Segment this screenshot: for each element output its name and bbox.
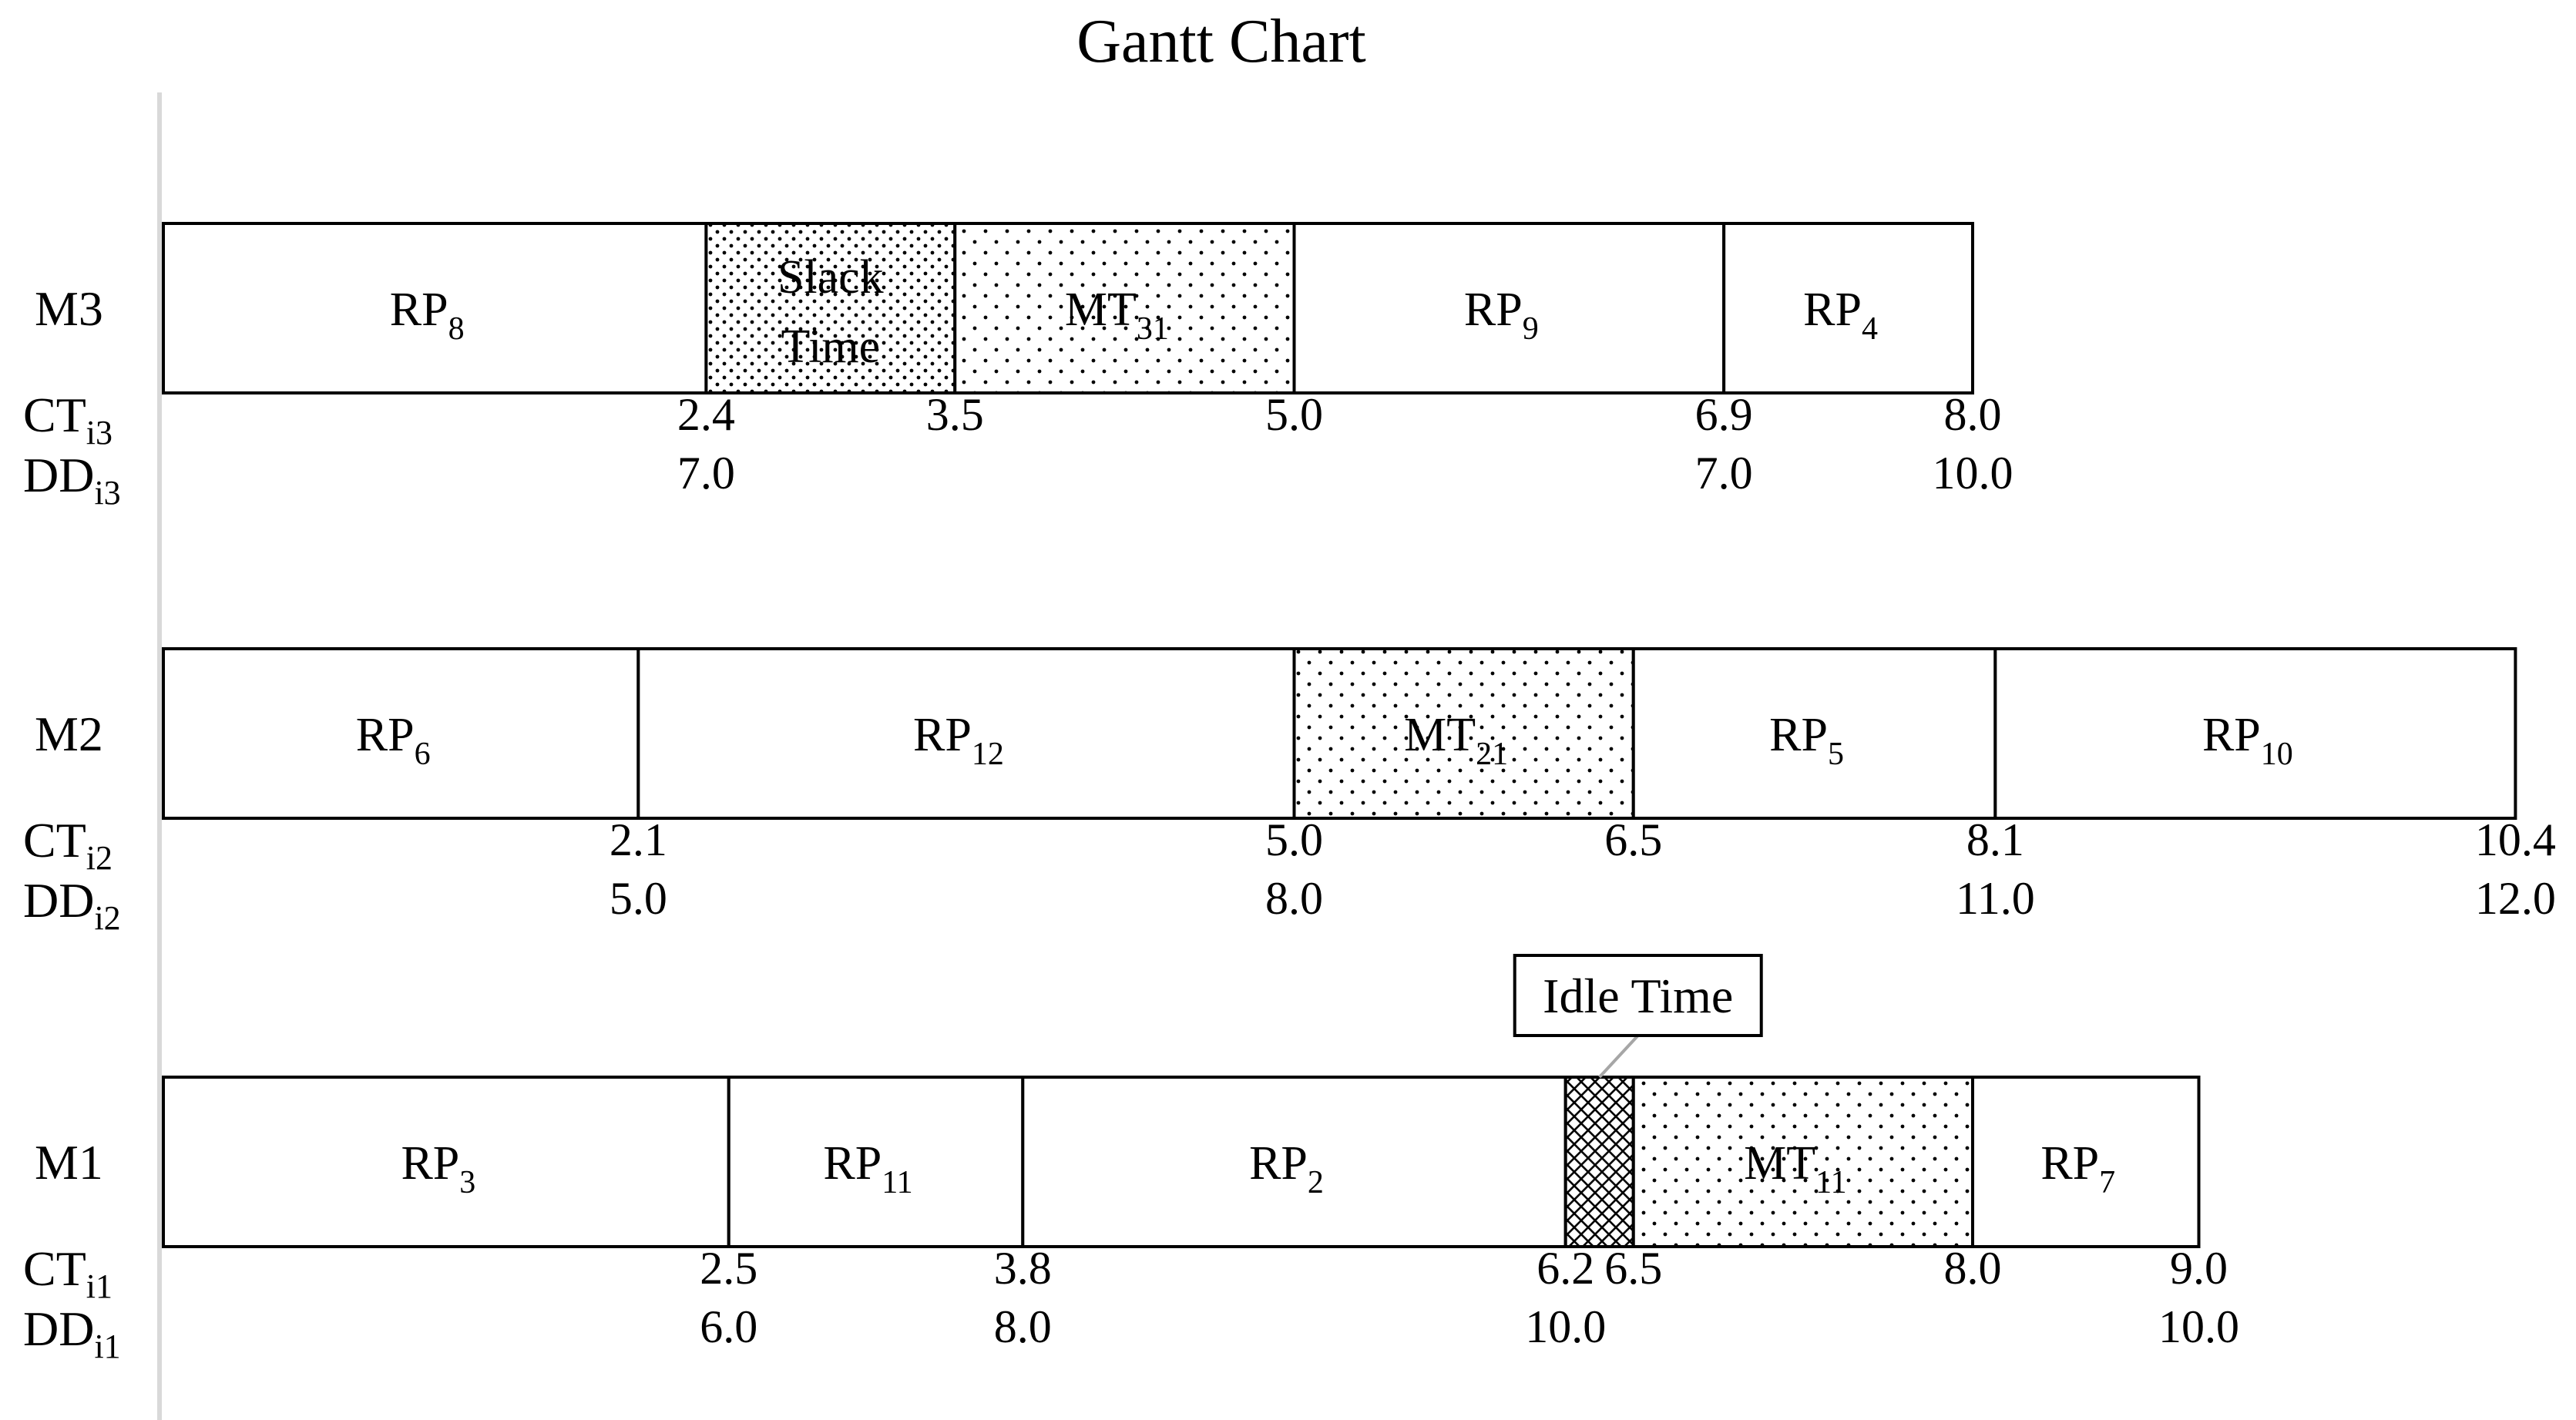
job-block bbox=[1971, 1076, 2201, 1248]
segment-label: RP7 bbox=[2040, 1137, 2115, 1200]
ct-row-label: CTi1 bbox=[23, 1241, 113, 1305]
callout-box bbox=[1513, 954, 1763, 1037]
ct-value: 5.0 bbox=[1265, 814, 1323, 865]
dd-value: 12.0 bbox=[2475, 873, 2556, 924]
ct-value: 6.9 bbox=[1695, 389, 1753, 440]
segment-label: RP3 bbox=[401, 1137, 475, 1200]
job-block bbox=[636, 647, 1296, 820]
ct-value: 2.1 bbox=[610, 814, 667, 865]
dd-value: 7.0 bbox=[677, 448, 735, 499]
dd-value: 5.0 bbox=[610, 873, 667, 924]
ct-value: 6.2 bbox=[1537, 1243, 1594, 1294]
segment-label: Time bbox=[781, 321, 880, 373]
ct-value: 8.1 bbox=[1966, 814, 2024, 865]
ct-value: 2.5 bbox=[700, 1243, 757, 1294]
dd-value: 11.0 bbox=[1956, 873, 2035, 924]
job-block bbox=[727, 1076, 1025, 1248]
ct-value: 5.0 bbox=[1265, 389, 1323, 440]
job-block bbox=[1021, 1076, 1567, 1248]
ct-value: 10.4 bbox=[2475, 814, 2556, 865]
idle-time-block bbox=[1563, 1076, 1635, 1248]
segment-label: RP5 bbox=[1769, 709, 1844, 772]
idle-time-callout-label: Idle Time bbox=[1543, 968, 1733, 1023]
dd-value: 6.0 bbox=[700, 1301, 757, 1352]
job-block bbox=[1993, 647, 2517, 820]
dd-row-label: DDi2 bbox=[23, 873, 121, 937]
job-block bbox=[162, 647, 640, 820]
segment-label: MT11 bbox=[1744, 1137, 1846, 1200]
machine-label: M2 bbox=[35, 707, 103, 761]
ct-value: 8.0 bbox=[1944, 1243, 2002, 1294]
callout-leader bbox=[1598, 1034, 1640, 1079]
dd-value: 10.0 bbox=[1525, 1301, 1606, 1352]
machine-label: M1 bbox=[35, 1135, 103, 1190]
machine-label: M3 bbox=[35, 281, 103, 336]
segment-label: RP6 bbox=[356, 709, 431, 772]
job-block bbox=[1292, 222, 1726, 394]
dd-value: 10.0 bbox=[2158, 1301, 2239, 1352]
maintenance-block bbox=[953, 222, 1296, 394]
segment-label: RP4 bbox=[1803, 284, 1878, 347]
segment-label: MT21 bbox=[1404, 709, 1508, 772]
segment-label: Slack bbox=[778, 251, 884, 304]
job-block bbox=[1631, 647, 1997, 820]
ct-value: 8.0 bbox=[1944, 389, 2002, 440]
segment-label: RP11 bbox=[823, 1137, 912, 1200]
ct-value: 3.5 bbox=[926, 389, 984, 440]
job-block bbox=[1722, 222, 1974, 394]
job-block bbox=[162, 1076, 730, 1248]
segment-label: RP10 bbox=[2202, 709, 2293, 772]
ct-value: 6.5 bbox=[1604, 1243, 1662, 1294]
ct-value: 6.5 bbox=[1604, 814, 1662, 865]
ct-row-label: CTi2 bbox=[23, 813, 113, 877]
ct-value: 9.0 bbox=[2170, 1243, 2228, 1294]
ct-value: 2.4 bbox=[677, 389, 735, 440]
dd-value: 10.0 bbox=[1933, 448, 2013, 499]
maintenance-block bbox=[1292, 647, 1635, 820]
dd-value: 7.0 bbox=[1695, 448, 1753, 499]
dd-row-label: DDi3 bbox=[23, 448, 121, 512]
ct-row-label: CTi3 bbox=[23, 388, 113, 452]
segment-label: RP9 bbox=[1464, 284, 1539, 347]
dd-row-label: DDi1 bbox=[23, 1301, 121, 1365]
segment-label: RP8 bbox=[390, 284, 465, 347]
job-block bbox=[162, 222, 708, 394]
dd-value: 8.0 bbox=[1265, 873, 1323, 924]
segment-label: MT31 bbox=[1065, 284, 1169, 347]
segment-label: RP2 bbox=[1249, 1137, 1324, 1200]
segment-label: RP12 bbox=[913, 709, 1004, 772]
ct-value: 3.8 bbox=[994, 1243, 1052, 1294]
dd-value: 8.0 bbox=[994, 1301, 1052, 1352]
chart-title: Gantt Chart bbox=[1076, 8, 1365, 76]
